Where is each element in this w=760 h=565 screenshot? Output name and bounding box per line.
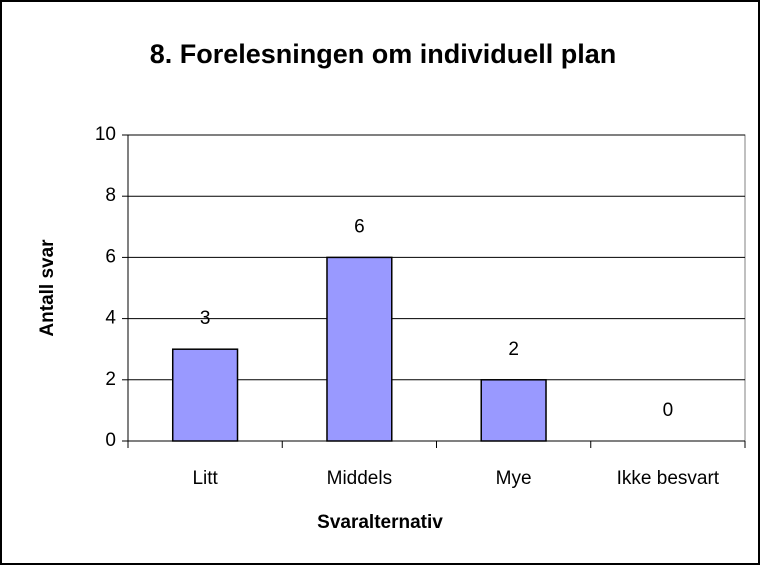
bar bbox=[480, 379, 547, 442]
chart-title: 8. Forelesningen om individuell plan bbox=[150, 39, 617, 69]
x-tick-label: Litt bbox=[192, 468, 218, 489]
x-axis-label: Svaralternativ bbox=[317, 512, 443, 533]
y-tick-label: 4 bbox=[105, 308, 116, 329]
x-tick-label: Mye bbox=[496, 468, 532, 489]
data-label: 0 bbox=[663, 400, 674, 421]
x-tick-label: Ikke besvart bbox=[617, 468, 720, 489]
x-tick-label: Middels bbox=[327, 468, 392, 489]
y-axis-label: Antall svar bbox=[37, 239, 58, 337]
data-label: 3 bbox=[200, 308, 211, 329]
bar bbox=[171, 348, 239, 442]
data-label: 6 bbox=[354, 216, 365, 237]
y-tick-label: 10 bbox=[95, 124, 116, 145]
bar bbox=[326, 256, 393, 442]
data-label: 2 bbox=[508, 339, 519, 360]
y-tick-label: 0 bbox=[105, 430, 116, 451]
y-tick-label: 8 bbox=[105, 185, 116, 206]
y-tick-label: 2 bbox=[105, 369, 116, 390]
y-tick-label: 6 bbox=[105, 246, 116, 267]
